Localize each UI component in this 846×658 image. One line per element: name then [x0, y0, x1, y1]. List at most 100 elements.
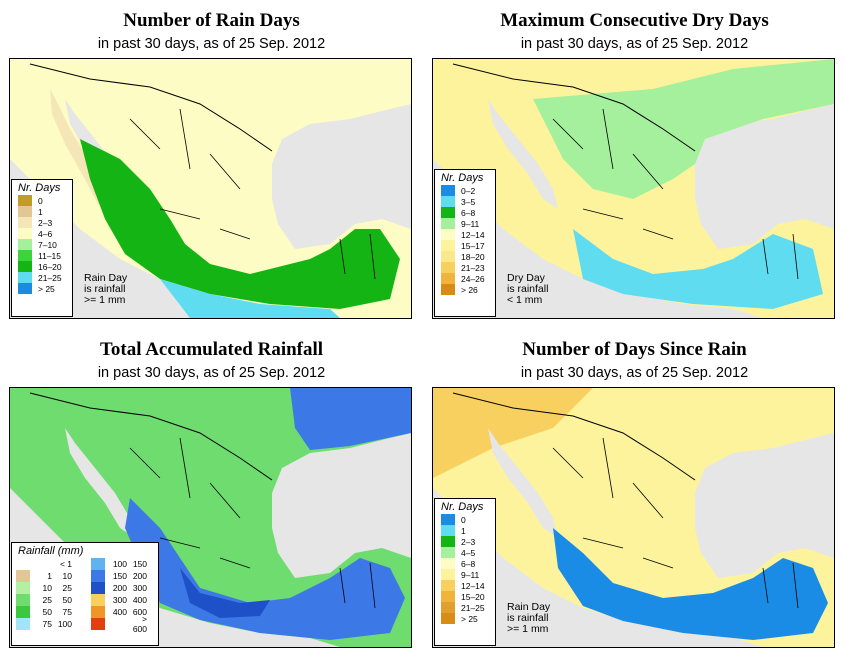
pacific-ocean	[433, 159, 763, 318]
legend-label: > 26	[461, 284, 478, 295]
panel-dry-days: Maximum Consecutive Dry Days in past 30 …	[423, 0, 846, 329]
panel-subtitle: in past 30 days, as of 25 Sep. 2012	[520, 36, 749, 52]
legend-swatch	[91, 570, 105, 582]
legend-swatch	[441, 262, 455, 273]
map-total-rainfall: Rainfall (mm) < 1 1 10 10 25 25 50 50 75 75 100 10…	[9, 387, 412, 648]
legend-swatch	[441, 547, 455, 558]
legend-range-low: 300	[112, 595, 127, 605]
map-canvas	[433, 59, 834, 318]
recent-rain-south	[553, 528, 828, 640]
legend-item: 12–14	[435, 229, 495, 240]
legend-swatch	[16, 618, 30, 630]
legend-range-low: 150	[112, 571, 127, 581]
panel-title: Number of Rain Days	[123, 10, 300, 31]
legend-item: 7–10	[12, 239, 72, 250]
legend-swatch	[16, 582, 30, 594]
legend-rows: 0 1 2–3 4–5 6–8 9–11 12–14 15–20 21–25 > 25	[435, 514, 495, 624]
legend-label: 11–15	[38, 250, 62, 261]
gulf-of-mexico	[274, 438, 411, 573]
wet-south	[573, 229, 823, 309]
panel-subtitle: in past 30 days, as of 25 Sep. 2012	[520, 365, 749, 381]
legend-swatch	[441, 240, 455, 251]
note-line: is rainfall	[507, 612, 549, 624]
legend-swatch	[441, 273, 455, 284]
legend-swatch	[18, 228, 32, 239]
legend-column-left: < 1 1 10 10 25 25 50 50 75 75 100	[12, 558, 83, 630]
legend-item: 21–23	[435, 262, 495, 273]
legend: Nr. Days 0 1 2–3 4–5 6–8 9–11 12–14 15–20 21–25 >…	[434, 498, 496, 646]
legend-title: Nr. Days	[441, 501, 484, 513]
rainfall-legend-grid: < 1 1 10 10 25 25 50 50 75 75 100 100 150 150 200 200 3…	[12, 558, 158, 634]
legend-swatch	[441, 613, 455, 624]
note-line: Dry Day	[507, 272, 545, 284]
legend-swatch	[18, 272, 32, 283]
legend-item: 1 10	[12, 570, 83, 582]
gulf-of-california	[65, 428, 135, 538]
legend-item: 15–17	[435, 240, 495, 251]
legend-label: 4–6	[38, 228, 53, 239]
legend-column-right: 100 150 150 200 200 300 300 400 400 600 > 600	[87, 558, 158, 634]
legend-label: > 25	[38, 283, 55, 294]
legend-swatch	[18, 206, 32, 217]
state-lines	[129, 108, 376, 280]
legend-item: 12–14	[435, 580, 495, 591]
legend-range-low: 75	[42, 619, 52, 629]
legend-label: 0	[38, 195, 43, 206]
panel-subtitle: in past 30 days, as of 25 Sep. 2012	[97, 365, 326, 381]
country-border	[452, 63, 696, 152]
legend-item: 15–20	[435, 591, 495, 602]
legend: Rainfall (mm) < 1 1 10 10 25 25 50 50 75 75 100 10…	[11, 542, 159, 646]
legend-label: 21–25	[461, 602, 485, 613]
legend-swatch	[441, 514, 455, 525]
very-heavy-rain	[180, 568, 270, 618]
note-line: >= 1 mm	[84, 294, 126, 306]
legend-title: Nr. Days	[441, 172, 484, 184]
legend-label: 15–20	[461, 591, 485, 602]
map-rain-days: Nr. Days 0 1 2–3 4–6 7–10 11–15 16–20 21–25 > 25…	[9, 58, 412, 319]
legend-item: > 25	[12, 283, 72, 294]
legend-range-high: < 1	[59, 559, 72, 569]
legend-item: < 1	[12, 558, 83, 570]
panel-title: Total Accumulated Rainfall	[99, 339, 324, 360]
map-canvas	[10, 59, 411, 318]
legend-item: 0	[435, 514, 495, 525]
legend-range-high: 10	[62, 571, 72, 581]
legend: Nr. Days 0 1 2–3 4–6 7–10 11–15 16–20 21–25 > 25	[11, 179, 73, 317]
legend-swatch	[18, 195, 32, 206]
rain-day-note: Rain Day is rainfall >= 1 mm	[84, 273, 127, 306]
legend-range-high: 100	[57, 619, 72, 629]
legend-range-high: 400	[132, 595, 147, 605]
legend-range-high: 150	[132, 559, 147, 569]
country-border	[452, 392, 696, 481]
legend-label: 21–25	[38, 272, 62, 283]
legend-swatch	[16, 594, 30, 606]
legend-label: 16–20	[38, 261, 62, 272]
legend-item: 9–11	[435, 218, 495, 229]
legend-swatch	[16, 606, 30, 618]
legend-label: 21–23	[461, 262, 485, 273]
legend-label: 3–5	[461, 196, 476, 207]
gulf-of-mexico	[274, 109, 411, 244]
legend-swatch	[91, 594, 105, 606]
legend-range-high: 75	[62, 607, 72, 617]
legend-item: 2–3	[12, 217, 72, 228]
legend-range-high: 300	[132, 583, 147, 593]
legend-item: 3–5	[435, 196, 495, 207]
legend-label: 18–20	[461, 251, 485, 262]
legend-item: 18–20	[435, 251, 495, 262]
legend-swatch	[91, 558, 105, 570]
legend-range-high: 600	[132, 607, 147, 617]
legend-swatch	[441, 602, 455, 613]
legend-swatch	[441, 591, 455, 602]
legend-label: 0	[461, 514, 466, 525]
legend-item: 1	[435, 525, 495, 536]
note-line: Rain Day	[84, 272, 128, 284]
note-line: Rain Day	[507, 601, 551, 613]
legend-swatch	[441, 196, 455, 207]
legend-swatch	[16, 570, 30, 582]
legend-item: 4–6	[12, 228, 72, 239]
green-interior	[533, 59, 834, 199]
state-lines	[552, 108, 799, 280]
legend: Nr. Days 0–2 3–5 6–8 9–11 12–14 15–17 18–20 21–…	[434, 169, 496, 317]
map-days-since-rain: Nr. Days 0 1 2–3 4–5 6–8 9–11 12–14 15–20 21–25 >…	[432, 387, 835, 648]
